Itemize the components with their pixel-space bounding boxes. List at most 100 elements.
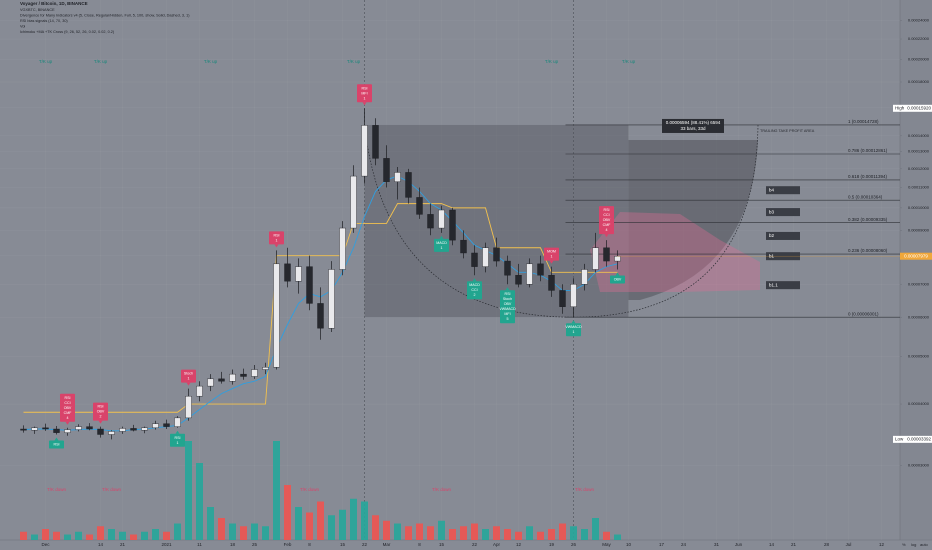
candle-body [614, 256, 621, 262]
signal-box [93, 402, 108, 421]
signal-text: 1 [188, 377, 190, 381]
legend-line: Ichimoku +MA +TK Cross (9, 26, 52, 26, 0… [20, 30, 115, 34]
x-tick-label: 8 [308, 542, 311, 547]
signal-text: 5 [507, 317, 509, 321]
target-label: b4 [769, 187, 775, 192]
signal-pointer [549, 260, 554, 264]
signal-text: 1 [276, 238, 278, 242]
scale-button: log [911, 542, 916, 547]
chart-title: Voyager / Bitcoin, 1D, BINANCE [20, 1, 88, 6]
volume-bar [614, 534, 621, 540]
x-tick-label: 31 [714, 542, 720, 547]
signal-text: 1 [364, 96, 366, 100]
trailing-label: TRAILING TAKE PROFIT AREA [760, 129, 815, 133]
candle-body [20, 428, 27, 431]
candle-body [317, 303, 324, 329]
candle-body [218, 378, 225, 382]
measure-label: 0.00006594 (88.41%) 6594 [666, 120, 721, 125]
y-tick-label: 0.00007000 [908, 281, 930, 286]
signal-pointer [472, 278, 477, 282]
x-tick-label: Mar [383, 542, 391, 547]
volume-bar [460, 526, 467, 540]
candle-body [438, 209, 445, 229]
x-tick-label: 18 [230, 542, 236, 547]
tk-up-label: T/K up [94, 59, 108, 64]
y-tick-label: 0.00003000 [908, 463, 930, 468]
volume-bar [449, 529, 456, 540]
signal-text: OBV [64, 406, 72, 410]
volume-bar [196, 463, 203, 540]
candle-body [559, 290, 566, 307]
signal-text: CMF [603, 223, 612, 227]
candle-body [152, 423, 159, 429]
candle-body [383, 158, 390, 182]
signal-text: RSI [98, 405, 104, 409]
fib-label: 0.236 (0.00008060) [848, 248, 888, 253]
tk-down-label: T/K down [102, 487, 122, 492]
target-box [766, 186, 800, 195]
volume-bar [251, 523, 258, 540]
signal-text: RSI [274, 233, 280, 237]
volume-bar [97, 526, 104, 540]
target-label: b1.1 [769, 282, 778, 287]
candle-body [416, 197, 423, 215]
signal-pointer [615, 272, 620, 276]
volume-bar [526, 526, 533, 540]
high-tag-value: 0.00015920 [907, 105, 931, 110]
candle-body [174, 417, 181, 427]
tk-down-label: T/K down [300, 487, 320, 492]
candle-body [581, 269, 588, 285]
x-tick-label: 14 [98, 542, 104, 547]
x-tick-label: Jun [735, 542, 743, 547]
signal-text: 4 [606, 228, 608, 232]
candle-body [185, 395, 192, 419]
candle-body [130, 428, 137, 431]
legend-line: RSI bias signals (14, 70, 30) [20, 19, 68, 23]
candle-body [339, 227, 346, 270]
signal-pointer [362, 102, 367, 106]
candle-body [207, 378, 214, 387]
candle-body [42, 427, 49, 430]
volume-bar [262, 526, 269, 540]
volume-bar [394, 523, 401, 540]
signal-pointer [274, 244, 279, 248]
signal-box [467, 281, 482, 300]
volume-bar [405, 526, 412, 540]
volume-bar [130, 534, 137, 540]
x-tick-label: Apr [493, 542, 501, 547]
signal-text: Stoch [503, 297, 512, 301]
signal-text: RSI [362, 86, 368, 90]
x-tick-label: Feb [284, 542, 292, 547]
low-tag [893, 435, 932, 443]
volume-bar [350, 498, 357, 540]
candle-body [86, 426, 93, 430]
signal-text: VWMACD [565, 325, 582, 329]
target-box [766, 208, 800, 217]
price-axis [900, 0, 932, 540]
low-tag-value: 0.00003392 [907, 437, 931, 442]
candle-body [284, 263, 291, 282]
candle-body [460, 239, 467, 254]
candle-body [515, 275, 522, 285]
fib-label: 1 (0.00014728) [848, 119, 879, 124]
signal-text: MACD [436, 241, 447, 245]
candle-body [75, 426, 82, 430]
volume-bar [152, 529, 159, 540]
scale-button: % [902, 542, 906, 547]
target-box [766, 231, 800, 240]
signal-box [269, 231, 284, 245]
volume-bar [31, 534, 38, 540]
volume-bar [163, 531, 170, 540]
x-tick-label: 11 [197, 542, 202, 547]
volume-bar [86, 534, 93, 540]
x-tick-label: 12 [879, 542, 885, 547]
signal-box [181, 369, 196, 383]
signal-text: RSI [604, 208, 610, 212]
candle-body [53, 428, 60, 433]
tk-up-label: T/K up [545, 59, 559, 64]
signal-text: OBV [97, 410, 105, 414]
candle-body [603, 247, 610, 262]
candle-body [306, 266, 313, 304]
y-tick-label: 0.00020000 [908, 57, 930, 62]
